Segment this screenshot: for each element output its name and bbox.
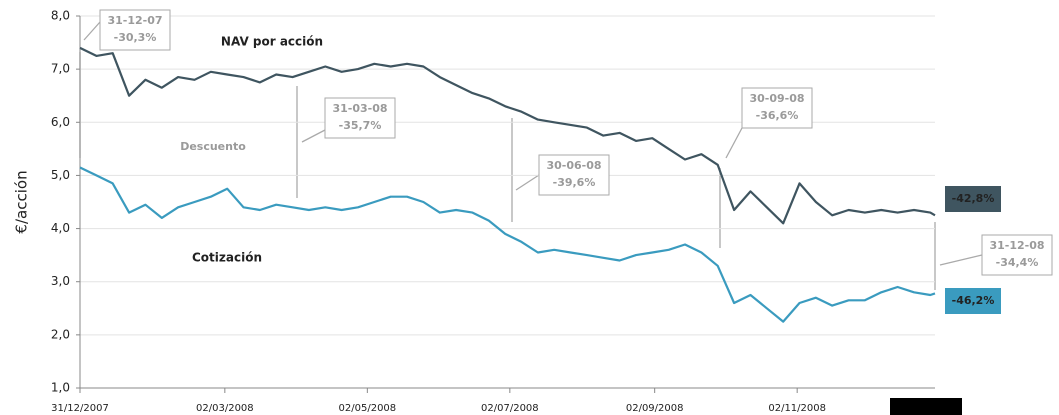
discount-label: Descuento [180, 140, 246, 153]
connector [515, 174, 540, 191]
annotation-text: -35,7% [339, 119, 382, 132]
annotation-text: 31-12-07 [107, 14, 162, 27]
annotation-text: 31-03-08 [332, 102, 387, 115]
redaction [890, 398, 962, 415]
annotation-text: -30,3% [114, 31, 157, 44]
end-label: -46,2% [952, 294, 995, 307]
connector [301, 129, 326, 143]
annotation-text: -39,6% [553, 176, 596, 189]
connector [939, 254, 983, 266]
y-tick-label: 6,0 [51, 115, 70, 129]
series-name: NAV por acción [221, 35, 323, 49]
x-tick-label: 02/03/2008 [196, 403, 254, 414]
connector [725, 127, 743, 159]
y-tick-label: 2,0 [51, 327, 70, 341]
end-label-box [945, 288, 1001, 314]
series-line [79, 46, 936, 225]
y-axis-label: €/acción [13, 170, 31, 233]
y-tick-label: 8,0 [51, 9, 70, 23]
y-tick-label: 1,0 [51, 381, 70, 395]
annotation-text: -34,4% [996, 256, 1039, 269]
annotation-box [324, 97, 396, 139]
annotation-box [99, 9, 171, 51]
x-tick-label: 02/11/2008 [768, 403, 826, 414]
y-tick-label: 5,0 [51, 168, 70, 182]
annotation-text: -36,6% [756, 109, 799, 122]
annotation-text: 31-12-08 [989, 239, 1044, 252]
annotation-text: 30-06-08 [546, 159, 601, 172]
end-label: -42,8% [952, 192, 995, 205]
y-tick-label: 7,0 [51, 62, 70, 76]
series-name: Cotización [192, 251, 262, 265]
y-tick-label: 4,0 [51, 221, 70, 235]
series-line [79, 166, 936, 323]
x-tick-label: 02/09/2008 [626, 403, 684, 414]
annotation-box [538, 154, 610, 196]
annotation-text: 30-09-08 [749, 92, 804, 105]
x-tick-label: 02/07/2008 [481, 403, 539, 414]
x-tick-label: 02/05/2008 [339, 403, 397, 414]
x-tick-label: 31/12/2007 [51, 403, 109, 414]
y-tick-label: 3,0 [51, 274, 70, 288]
annotation-box [981, 234, 1053, 276]
connector [83, 21, 101, 41]
annotation-box [741, 87, 813, 129]
end-label-box [945, 186, 1001, 212]
